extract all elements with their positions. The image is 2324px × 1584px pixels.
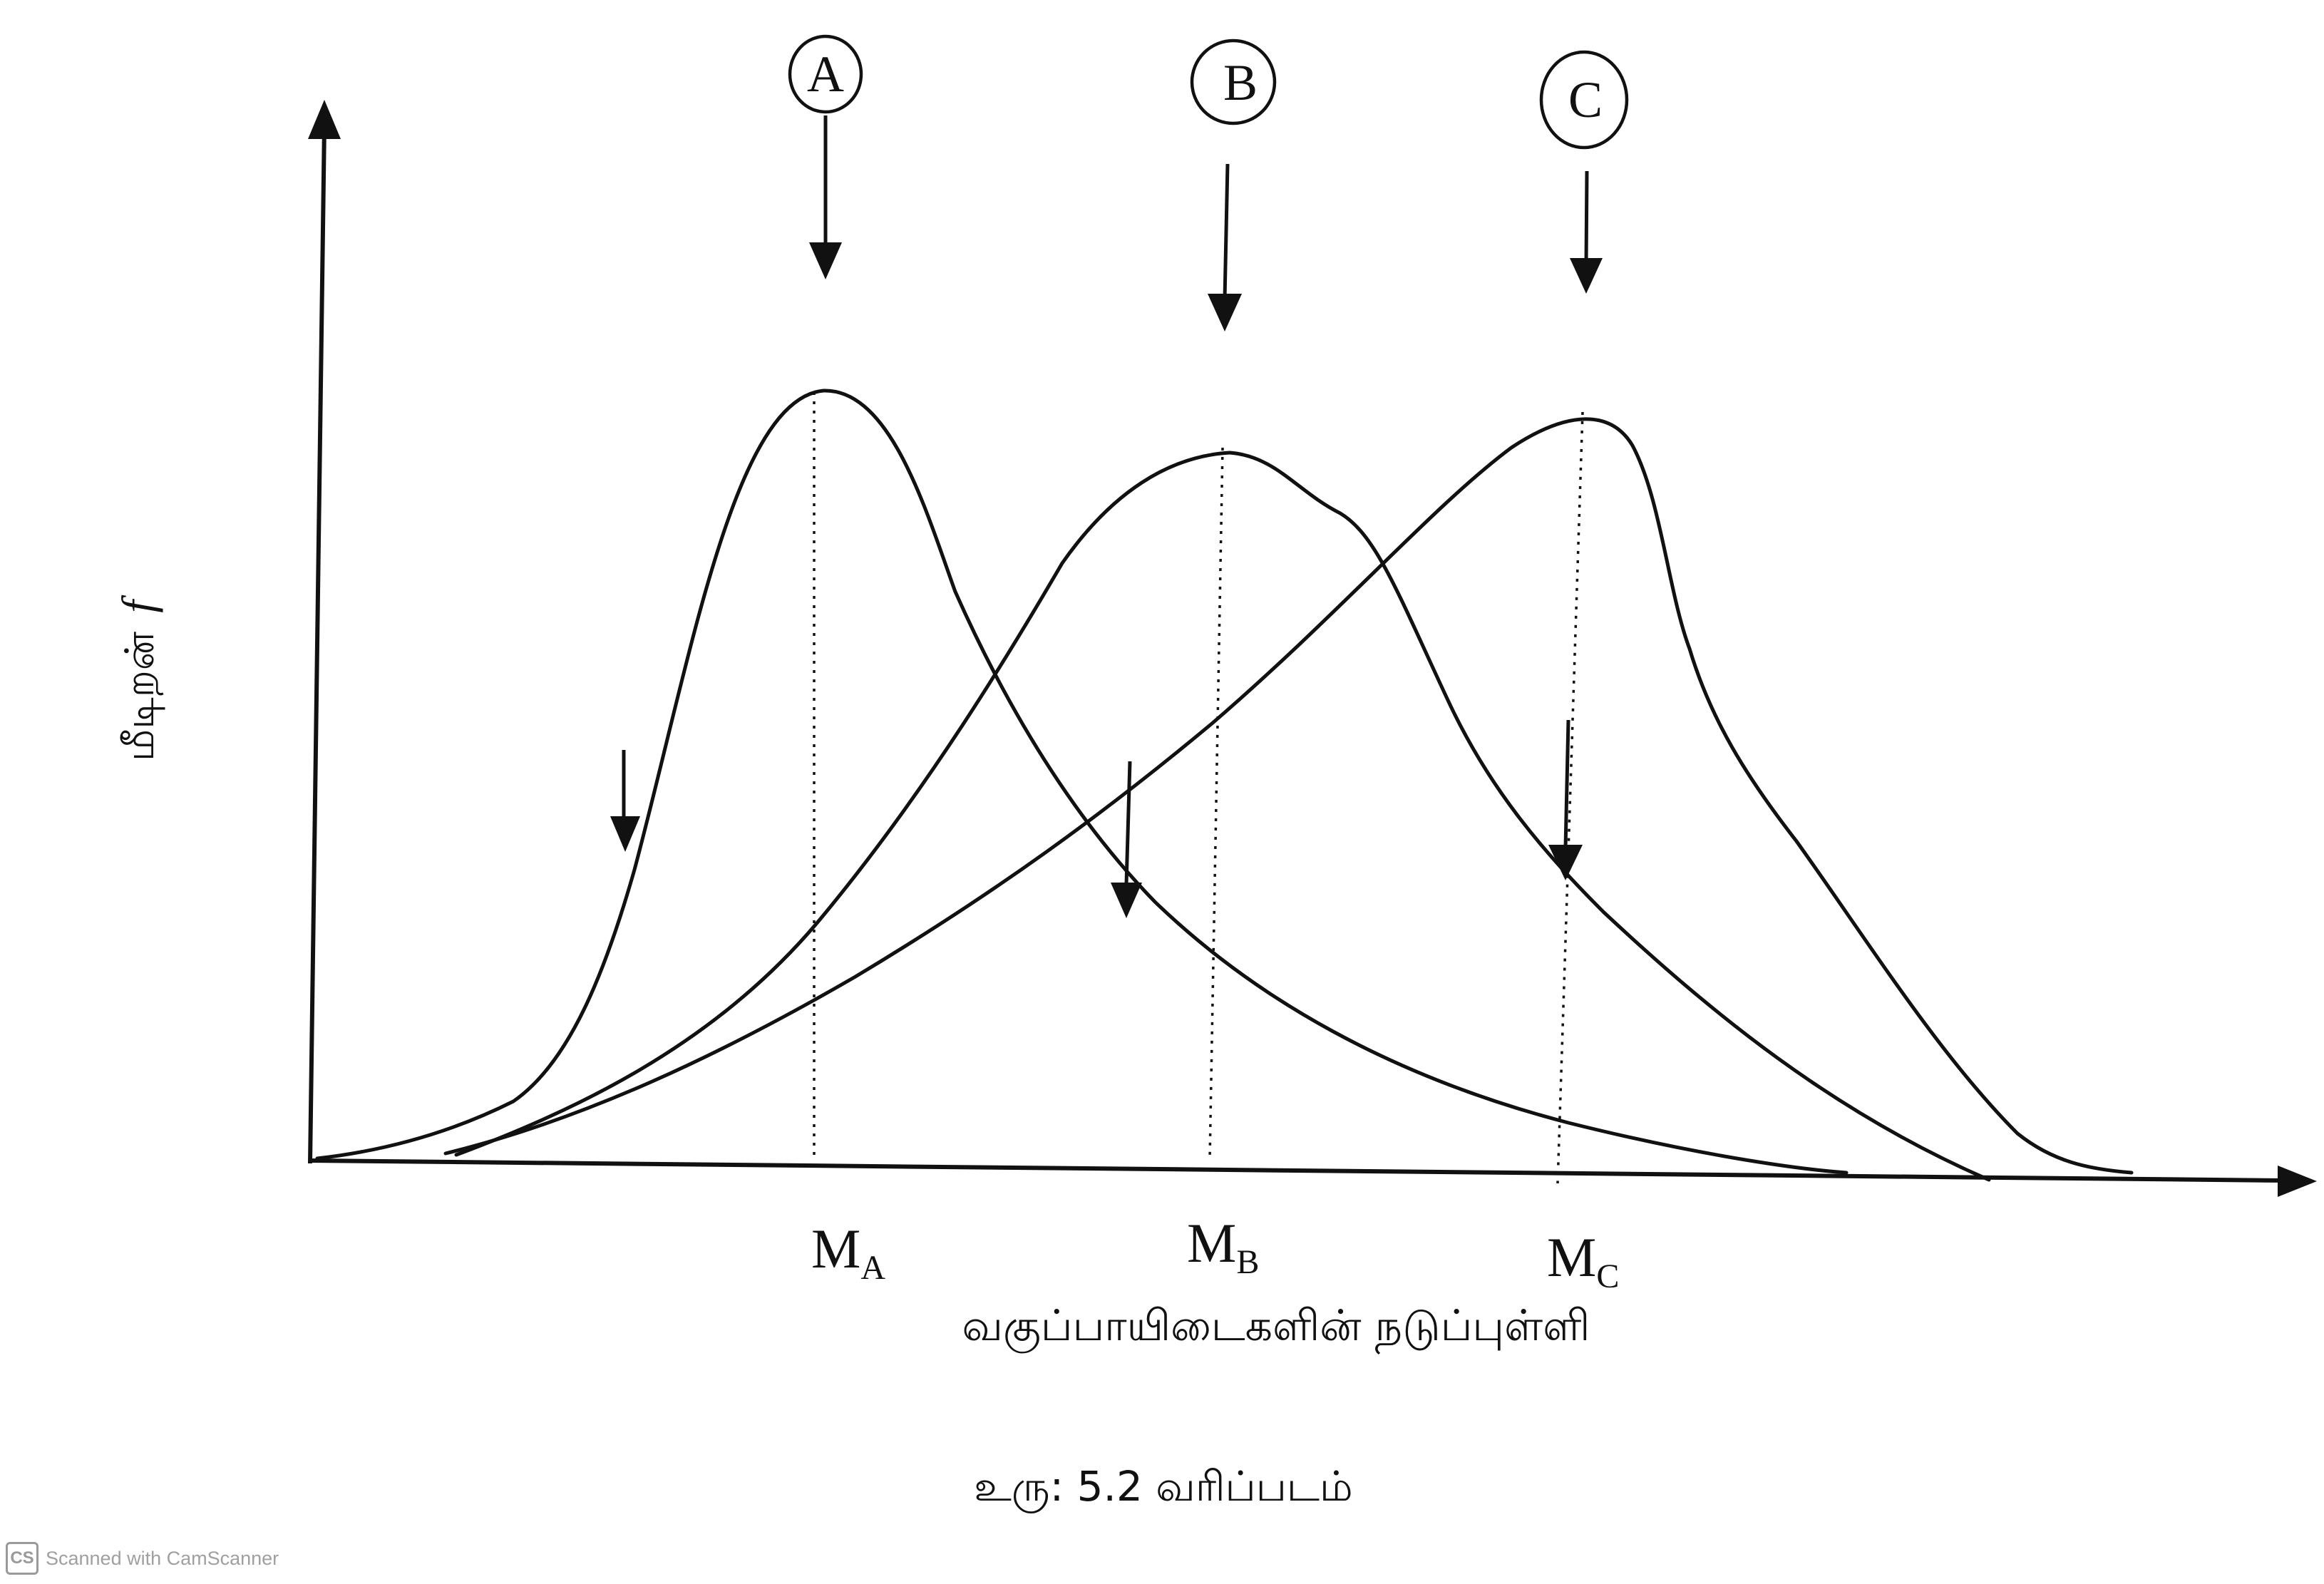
camscanner-text: Scanned with CamScanner xyxy=(46,1547,279,1569)
mean-label-c: MC xyxy=(1547,1226,1619,1295)
arrow-c-shaft xyxy=(1584,170,1589,264)
curve-label-badge-a: A xyxy=(788,34,863,114)
arrow-a-head xyxy=(809,242,842,279)
arrow-b-head xyxy=(1208,294,1242,331)
y-axis-label: மீடிறன் f xyxy=(113,595,165,761)
curve-b xyxy=(454,451,1991,1182)
curve-label-badge-b: B xyxy=(1190,38,1277,125)
mean-label-a: MA xyxy=(811,1218,885,1287)
arrow-b-shaft xyxy=(1223,163,1230,300)
inner-arrow-left-head xyxy=(610,816,640,852)
y-axis xyxy=(308,124,327,1164)
mean-labels: MA MB MC xyxy=(811,1212,1619,1295)
arrow-c-head xyxy=(1570,258,1603,294)
label-c-text: C xyxy=(1568,71,1603,128)
x-axis-arrowhead xyxy=(2278,1166,2317,1197)
mean-label-b-subscript: B xyxy=(1236,1243,1259,1281)
mean-line-b xyxy=(1208,447,1224,1160)
mean-label-a-subscript: A xyxy=(860,1249,885,1287)
mean-line-c xyxy=(1556,411,1584,1184)
label-a-text: A xyxy=(807,46,844,103)
axes xyxy=(308,100,2317,1197)
mean-label-c-subscript: C xyxy=(1596,1258,1619,1295)
y-axis-label-text: மீடிறன் f xyxy=(113,595,165,761)
frequency-curves xyxy=(315,389,2134,1182)
label-b-text: B xyxy=(1223,54,1258,111)
mean-lines xyxy=(813,392,1584,1184)
camscanner-logo: CS xyxy=(6,1542,38,1575)
label-a-circle xyxy=(788,34,863,114)
curve-c xyxy=(443,417,2134,1175)
y-axis-arrowhead xyxy=(308,100,341,139)
label-b-circle xyxy=(1190,38,1277,125)
figure-caption: உரு: 5.2 வரிப்படம் xyxy=(974,1462,1352,1513)
pointer-arrows xyxy=(610,115,1603,918)
y-axis-symbol: f xyxy=(113,595,163,613)
x-axis-label: வகுப்பாயிடைகளின் நடுப்புள்ளி xyxy=(962,1301,1590,1354)
label-c-circle xyxy=(1539,50,1629,150)
inner-arrow-middle-head xyxy=(1111,883,1142,918)
inner-arrow-right-head xyxy=(1548,845,1583,880)
x-axis xyxy=(309,1158,2286,1183)
mean-label-b: MB xyxy=(1187,1212,1259,1281)
inner-arrow-right-shaft xyxy=(1563,719,1570,849)
curve-label-badge-c: C xyxy=(1539,50,1629,150)
inner-arrow-middle-shaft xyxy=(1124,761,1132,885)
curve-a xyxy=(315,389,1849,1175)
camscanner-watermark: CS Scanned with CamScanner xyxy=(6,1538,279,1578)
